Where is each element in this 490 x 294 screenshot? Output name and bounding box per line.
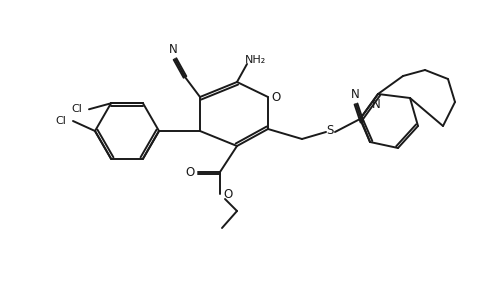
Text: Cl: Cl bbox=[55, 116, 67, 126]
Text: O: O bbox=[271, 91, 281, 103]
Text: N: N bbox=[371, 98, 380, 111]
Text: Cl: Cl bbox=[72, 104, 82, 114]
Text: O: O bbox=[223, 188, 233, 201]
Text: N: N bbox=[351, 88, 359, 101]
Text: NH₂: NH₂ bbox=[245, 55, 266, 65]
Text: S: S bbox=[326, 123, 334, 136]
Text: O: O bbox=[185, 166, 195, 178]
Text: N: N bbox=[169, 43, 177, 56]
